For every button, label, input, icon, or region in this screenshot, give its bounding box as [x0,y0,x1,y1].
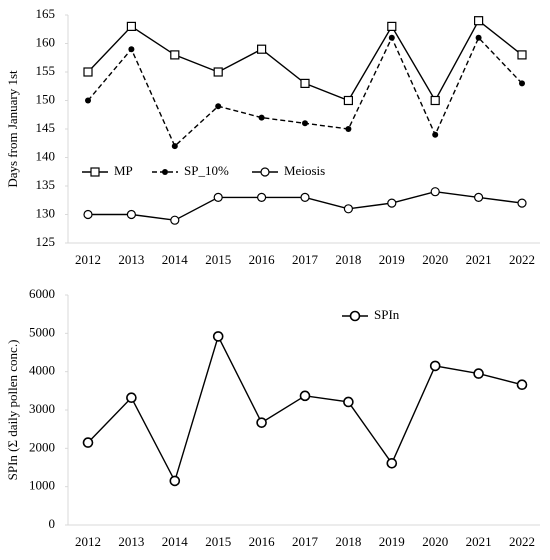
marker [475,34,482,41]
marker [388,34,395,41]
legend-label: SPIn [374,307,400,322]
x-tick-label: 2013 [118,534,144,549]
marker [170,50,180,60]
x-tick-label: 2022 [509,534,535,549]
marker [387,21,397,31]
legend-label: MP [114,163,133,178]
marker [517,198,527,208]
marker [257,192,267,202]
marker [430,187,440,197]
marker [432,131,439,138]
x-tick-label: 2017 [292,252,319,267]
marker [212,331,224,342]
marker [85,97,91,104]
y-tick-label: 0 [49,516,56,531]
x-tick-label: 2012 [75,252,101,267]
marker [126,209,136,220]
x-tick-label: 2014 [162,252,189,267]
marker [343,396,354,408]
marker [169,475,181,487]
y-tick-label: 150 [36,91,56,106]
y-tick-label: 135 [36,177,56,192]
marker [170,215,180,225]
y-tick-label: 140 [36,148,56,163]
x-tick-label: 2015 [205,252,231,267]
x-tick-label: 2012 [75,534,101,549]
marker [300,78,310,89]
x-tick-label: 2018 [335,252,361,267]
x-tick-label: 2015 [205,534,231,549]
x-tick-label: 2013 [118,252,144,267]
y-tick-label: 125 [36,234,56,249]
series-line [87,19,523,102]
x-tick-label: 2022 [509,252,535,267]
marker [171,143,178,150]
marker [126,392,137,404]
marker [83,67,93,77]
marker [258,114,265,121]
legend-marker [260,167,270,177]
series-line [87,36,523,148]
marker [516,379,528,391]
legend-marker [90,167,100,177]
marker [343,204,353,214]
marker [386,457,398,469]
x-tick-label: 2017 [292,534,319,549]
x-tick-label: 2019 [379,252,405,267]
y-tick-label: 130 [36,205,56,220]
y-tick-label: 155 [36,63,56,78]
marker [345,126,352,132]
y-tick-label: 160 [36,34,56,49]
marker [429,360,441,372]
y-tick-label: 145 [36,120,56,135]
marker [82,437,94,448]
marker [126,21,137,31]
marker [517,50,527,60]
marker [215,103,222,110]
marker [213,67,223,77]
marker [302,120,308,127]
marker [430,95,440,106]
marker [257,44,267,54]
marker [128,46,135,53]
y-tick-label: 2000 [29,439,55,454]
marker [213,192,223,202]
marker [387,198,397,208]
marker [474,192,484,202]
legend-marker [349,310,361,322]
legend-label: Meiosis [284,163,325,178]
y-tick-label: 4000 [29,363,55,378]
x-tick-label: 2016 [249,252,276,267]
marker [300,192,310,202]
marker [299,390,311,402]
x-tick-label: 2021 [466,252,492,267]
legend-label: SP_10% [184,163,229,178]
x-tick-label: 2019 [379,534,405,549]
y-tick-label: 1000 [29,478,55,493]
y-tick-label: 6000 [29,286,55,301]
marker [343,95,353,106]
x-tick-label: 2020 [422,252,448,267]
x-tick-label: 2020 [422,534,448,549]
y-axis-label: Days from January 1st [5,70,20,188]
marker [519,80,525,87]
legend-marker [162,169,168,175]
x-tick-label: 2018 [335,534,361,549]
x-tick-label: 2016 [249,534,276,549]
x-tick-label: 2014 [162,534,189,549]
x-tick-label: 2021 [466,534,492,549]
y-tick-label: 165 [36,6,56,21]
marker [474,16,484,26]
series-line [87,334,523,483]
marker [473,368,484,379]
marker [83,209,93,220]
marker [256,417,267,428]
y-axis-label: SPIn (Σ daily pollen conc.) [5,340,20,481]
y-tick-label: 3000 [29,401,55,416]
y-tick-label: 5000 [29,324,55,339]
